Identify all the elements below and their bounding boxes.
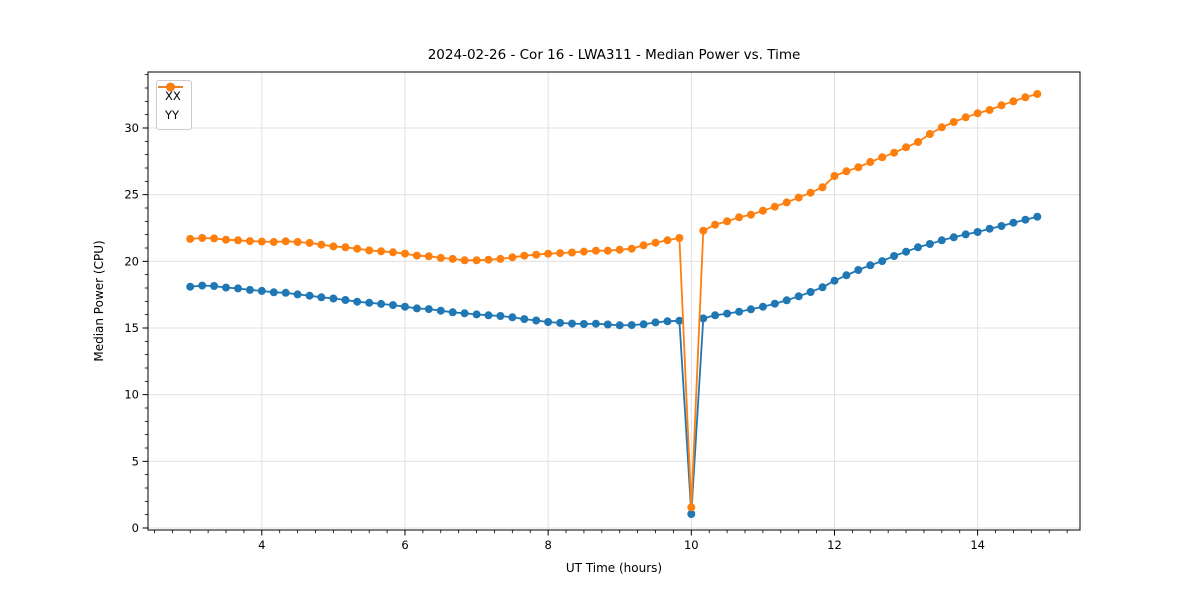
- svg-text:14: 14: [970, 538, 985, 552]
- svg-text:10: 10: [684, 538, 699, 552]
- svg-text:6: 6: [401, 538, 408, 552]
- svg-text:4: 4: [258, 538, 265, 552]
- chart-title: 2024-02-26 - Cor 16 - LWA311 - Median Po…: [427, 47, 801, 63]
- legend-marker-yy-icon: [158, 82, 183, 92]
- svg-text:30: 30: [124, 121, 139, 135]
- x-axis-label: UT Time (hours): [565, 561, 663, 575]
- svg-text:15: 15: [124, 321, 139, 335]
- legend-item-yy: YY: [158, 82, 183, 124]
- svg-text:5: 5: [132, 454, 139, 468]
- legend-label-yy: YY: [165, 107, 180, 122]
- y-axis-label-text: Median Power (CPU): [92, 240, 106, 362]
- svg-text:0: 0: [132, 521, 139, 535]
- svg-text:25: 25: [124, 188, 139, 202]
- svg-text:12: 12: [827, 538, 842, 552]
- legend-label-xx: XX: [165, 88, 181, 103]
- svg-text:8: 8: [544, 538, 551, 552]
- svg-text:20: 20: [124, 254, 139, 268]
- svg-text:10: 10: [124, 388, 139, 402]
- legend: XX YY: [156, 80, 192, 130]
